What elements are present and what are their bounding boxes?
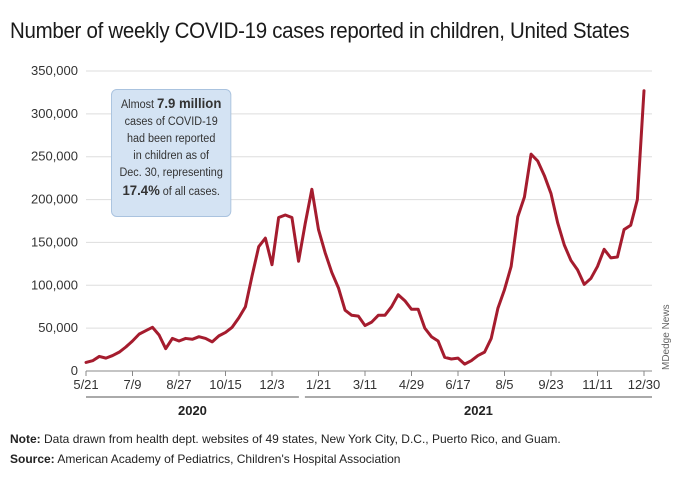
callout-highlight: 7.9 million — [157, 95, 222, 111]
x-tick-label: 11/11 — [582, 377, 613, 392]
x-tick-label: 8/27 — [166, 377, 191, 392]
x-tick-label: 12/3 — [259, 377, 284, 392]
note-text: Data drawn from health dept. websites of… — [40, 432, 561, 446]
y-tick-label: 200,000 — [31, 192, 78, 207]
x-tick-label: 5/21 — [73, 377, 98, 392]
callout-text: of all cases. — [159, 186, 220, 198]
x-tick-label: 1/21 — [306, 377, 331, 392]
x-tick-label: 7/9 — [123, 377, 141, 392]
x-tick-label: 9/23 — [538, 377, 563, 392]
year-label: 2021 — [464, 403, 493, 418]
y-tick-label: 300,000 — [31, 106, 78, 121]
y-tick-label: 350,000 — [31, 63, 78, 78]
annotation-callout: Almost 7.9 million cases of COVID-19 had… — [111, 89, 232, 217]
callout-text: had been reported — [126, 133, 216, 145]
y-tick-label: 50,000 — [38, 320, 78, 335]
callout-highlight: 17.4% — [122, 182, 160, 198]
note-label: Note: — [10, 432, 41, 446]
x-tick-label: 6/17 — [445, 377, 470, 392]
callout-text: cases of COVID-19 — [124, 116, 218, 128]
chart-title: Number of weekly COVID-19 cases reported… — [10, 18, 630, 43]
source-text: American Academy of Pediatrics, Children… — [54, 452, 401, 466]
y-tick-label: 250,000 — [31, 149, 78, 164]
x-tick-label: 12/30 — [628, 377, 661, 392]
x-tick-label: 8/5 — [495, 377, 513, 392]
year-label: 2020 — [178, 403, 207, 418]
callout-text: Almost — [120, 99, 158, 111]
x-tick-label: 10/15 — [209, 377, 242, 392]
x-tick-label: 3/11 — [353, 377, 377, 392]
y-tick-label: 0 — [71, 363, 78, 378]
x-tick-label: 4/29 — [399, 377, 424, 392]
series-line — [84, 89, 646, 366]
footnotes: Note: Data drawn from health dept. websi… — [10, 429, 561, 469]
callout-text: Dec. 30, representing — [119, 167, 223, 179]
y-tick-label: 150,000 — [31, 234, 78, 249]
callout-text: in children as of — [133, 150, 210, 162]
source-label: Source: — [10, 452, 55, 466]
y-tick-label: 100,000 — [31, 277, 78, 292]
credit-label: MDedge News — [661, 304, 672, 370]
